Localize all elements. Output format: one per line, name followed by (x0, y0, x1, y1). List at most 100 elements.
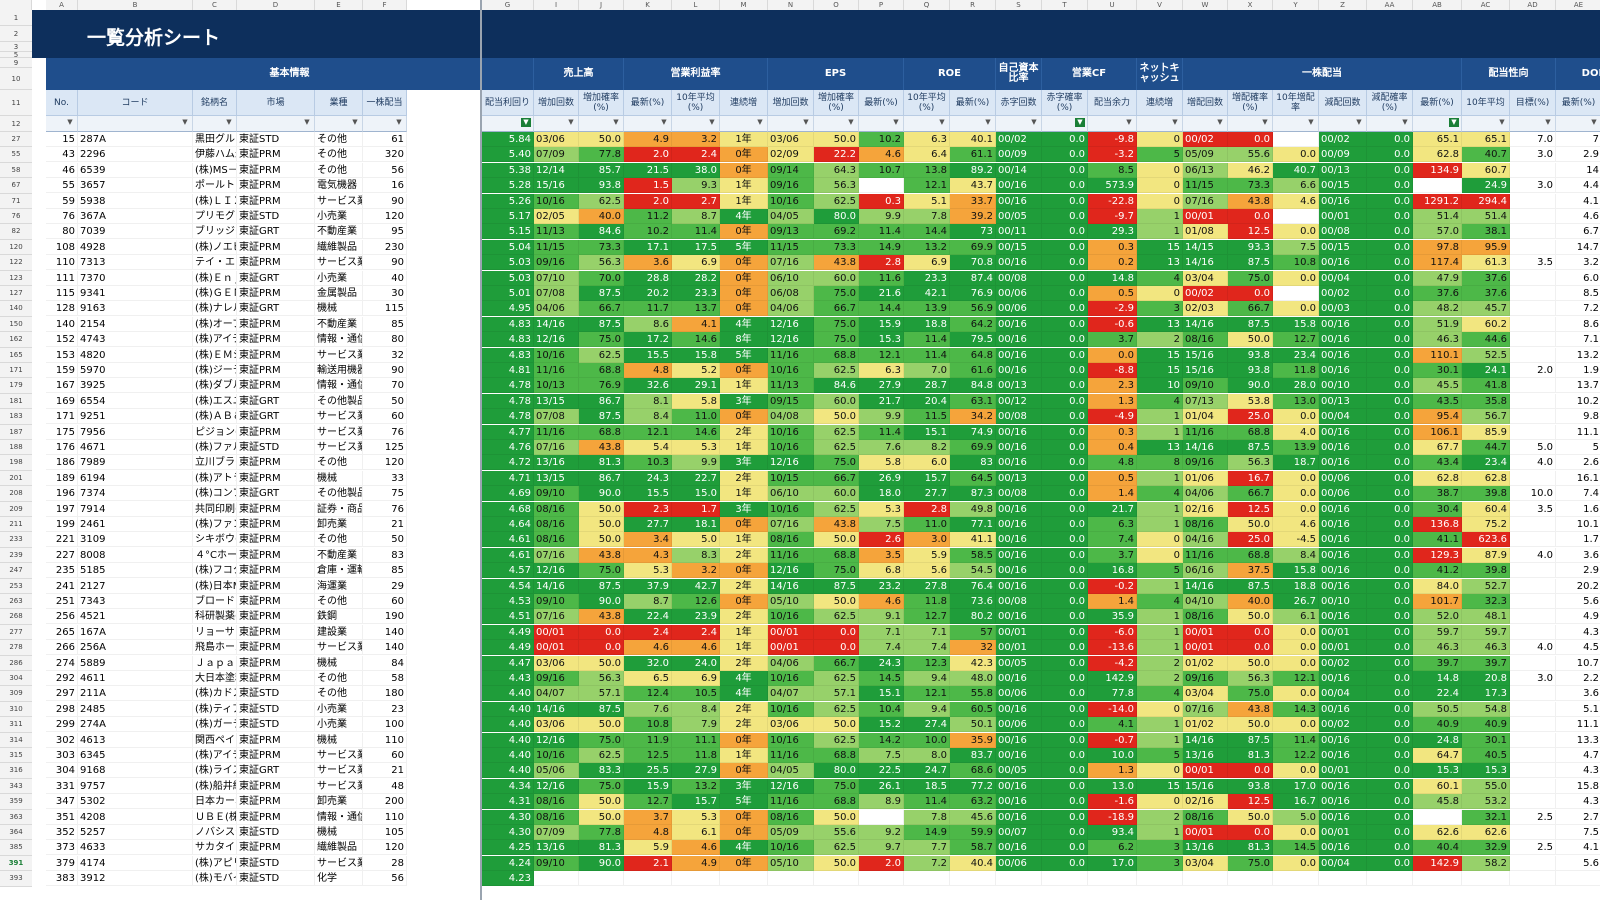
table-cell[interactable]: 04/05 (768, 209, 814, 224)
table-cell[interactable]: 東証PRM (237, 547, 315, 563)
table-cell[interactable]: 48 (363, 778, 407, 794)
filter-dropdown-icon[interactable]: ▼ (67, 118, 73, 126)
table-cell[interactable]: 69.9 (950, 239, 996, 255)
table-cell[interactable]: 0.0 (1228, 209, 1273, 224)
table-cell[interactable]: -0.7 (1088, 732, 1137, 748)
table-cell[interactable]: 2年 (720, 424, 768, 440)
table-cell[interactable]: 00/01 (1183, 763, 1228, 779)
table-cell[interactable]: 1.7 (672, 501, 720, 517)
table-cell[interactable]: 立川ブラインド工業(株) (193, 455, 237, 471)
table-cell[interactable]: 18.8 (904, 316, 950, 332)
table-cell[interactable]: 00/16 (996, 609, 1042, 625)
row-number[interactable]: 201 (0, 470, 32, 487)
table-cell[interactable]: 機械 (315, 732, 363, 748)
table-cell[interactable]: 10.0 (1510, 486, 1556, 502)
table-cell[interactable]: 5.40 (482, 147, 534, 163)
table-cell[interactable]: 15.9 (624, 778, 672, 794)
table-cell[interactable]: 4.78 (482, 409, 534, 425)
table-cell[interactable]: 9.8 (1556, 409, 1600, 425)
table-cell[interactable]: 8.5 (1088, 162, 1137, 178)
table-cell[interactable]: 22.2 (814, 147, 859, 163)
table-cell[interactable]: 04/07 (768, 686, 814, 702)
table-cell[interactable]: 繊維製品 (315, 840, 363, 856)
table-cell[interactable]: 10.7 (859, 162, 904, 178)
table-cell[interactable]: 95 (363, 224, 407, 240)
table-cell[interactable]: 12.1 (904, 178, 950, 194)
table-cell[interactable]: 0.0 (1042, 701, 1088, 717)
table-cell[interactable]: 106.1 (1413, 424, 1462, 440)
table-cell[interactable] (579, 871, 624, 887)
table-cell[interactable]: 15.8 (1273, 316, 1319, 332)
table-cell[interactable]: 43.8 (1228, 193, 1273, 209)
table-cell[interactable]: 00/16 (1319, 794, 1367, 810)
table-cell[interactable]: 0.0 (1042, 778, 1088, 794)
table-cell[interactable]: 01/06 (1183, 470, 1228, 486)
table-cell[interactable]: 東証PRM (237, 316, 315, 332)
table-cell[interactable]: 68.8 (579, 363, 624, 378)
table-cell[interactable]: 85.9 (1462, 424, 1510, 440)
table-cell[interactable]: 32.1 (1462, 809, 1510, 825)
table-cell[interactable]: 23.3 (672, 286, 720, 301)
table-cell[interactable]: 62.5 (814, 609, 859, 625)
table-cell[interactable]: 352 (46, 825, 78, 840)
table-cell[interactable]: 4.68 (482, 501, 534, 517)
table-cell[interactable]: 12/16 (768, 332, 814, 348)
table-cell[interactable]: 53.2 (1462, 794, 1510, 810)
table-cell[interactable]: 09/16 (768, 178, 814, 194)
table-cell[interactable]: 7.2 (904, 855, 950, 871)
table-cell[interactable]: 東証PRM (237, 162, 315, 178)
table-cell[interactable]: 57.1 (579, 686, 624, 702)
table-cell[interactable]: 7.8 (904, 809, 950, 825)
table-cell[interactable]: 卸売業 (315, 794, 363, 810)
table-cell[interactable]: 0.0 (1042, 224, 1088, 240)
table-cell[interactable]: 70.8 (950, 255, 996, 271)
table-cell[interactable]: 38.1 (1462, 224, 1510, 240)
table-cell[interactable] (1137, 871, 1183, 887)
table-cell[interactable]: 62.5 (814, 501, 859, 517)
table-cell[interactable]: 小売業 (315, 701, 363, 717)
table-cell[interactable]: 0.0 (1273, 717, 1319, 733)
table-cell[interactable]: 00/02 (996, 132, 1042, 147)
table-cell[interactable]: 8.5 (1556, 286, 1600, 301)
table-cell[interactable]: 9.4 (904, 701, 950, 717)
table-cell[interactable]: -14.0 (1088, 701, 1137, 717)
table-cell[interactable]: 00/16 (1319, 501, 1367, 517)
table-cell[interactable]: 251 (46, 594, 78, 609)
table-cell[interactable]: 機械 (315, 470, 363, 486)
table-cell[interactable]: 10/16 (768, 732, 814, 748)
table-cell[interactable]: 不動産業 (315, 547, 363, 563)
table-cell[interactable]: 14/16 (1183, 578, 1228, 594)
table-cell[interactable]: 9.1 (859, 609, 904, 625)
table-cell[interactable]: 54.8 (1462, 701, 1510, 717)
table-cell[interactable]: 60.0 (814, 393, 859, 409)
table-cell[interactable]: 6.5 (624, 671, 672, 686)
table-cell[interactable]: 105 (363, 825, 407, 840)
table-cell[interactable]: 0.0 (1273, 855, 1319, 871)
table-cell[interactable]: -8.8 (1088, 363, 1137, 378)
table-cell[interactable]: 62.5 (814, 701, 859, 717)
table-cell[interactable]: 21 (363, 763, 407, 779)
table-cell[interactable]: 東証PRM (237, 671, 315, 686)
table-cell[interactable]: 5.84 (482, 132, 534, 147)
table-cell[interactable]: 4.71 (482, 470, 534, 486)
table-cell[interactable]: 00/16 (996, 193, 1042, 209)
table-cell[interactable]: 57.0 (1413, 224, 1462, 240)
table-cell[interactable]: 18.0 (859, 486, 904, 502)
table-cell[interactable]: 24.3 (624, 470, 672, 486)
table-cell[interactable]: 7956 (78, 424, 193, 440)
table-cell[interactable]: 43.8 (579, 547, 624, 563)
table-cell[interactable]: 4年 (720, 840, 768, 856)
table-cell[interactable]: 37.6 (1462, 270, 1510, 286)
table-cell[interactable]: 64.3 (814, 162, 859, 178)
row-number[interactable]: 10 (0, 68, 32, 90)
table-cell[interactable]: 4521 (78, 609, 193, 625)
table-cell[interactable]: (株)ノエビアホールディングス (193, 239, 237, 255)
table-cell[interactable]: 66.7 (579, 301, 624, 317)
table-cell[interactable]: 03/06 (534, 655, 579, 671)
table-cell[interactable]: 623.6 (1462, 532, 1510, 548)
table-cell[interactable]: 4.69 (482, 486, 534, 502)
table-cell[interactable]: 00/09 (1319, 147, 1367, 163)
table-cell[interactable]: 02/16 (1183, 501, 1228, 517)
table-cell[interactable]: 7.6 (624, 701, 672, 717)
table-cell[interactable]: 16 (363, 178, 407, 194)
